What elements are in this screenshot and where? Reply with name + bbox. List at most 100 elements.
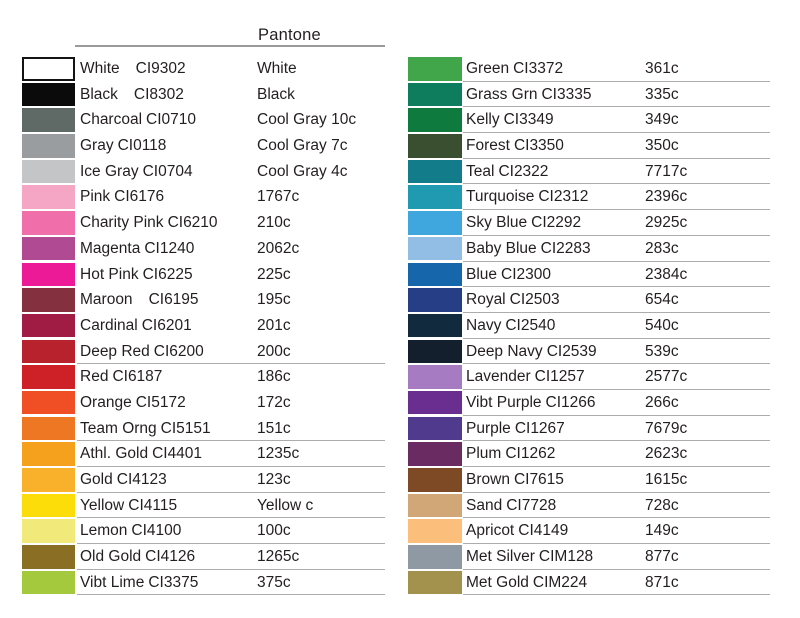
color-name: Baby Blue xyxy=(466,239,537,257)
color-label: Cardinal CI6201 xyxy=(80,314,192,338)
color-name: Purple xyxy=(466,419,511,437)
color-row: Forest CI3350 350c xyxy=(408,134,770,160)
color-name: Magenta xyxy=(80,239,141,257)
pantone-value: 728c xyxy=(645,496,679,514)
color-row: Hot Pink CI6225 225c xyxy=(22,262,385,289)
color-swatch xyxy=(22,236,75,261)
color-swatch xyxy=(408,390,462,415)
color-name: Team Orng xyxy=(80,419,157,437)
swatch-column-right: Green CI3372 361c Grass Grn CI3335 335c … xyxy=(408,57,770,596)
pantone-value: 186c xyxy=(257,368,291,386)
color-code: CI3335 xyxy=(541,85,592,103)
color-swatch xyxy=(408,288,462,312)
pantone-value: Cool Gray 10c xyxy=(257,111,357,129)
color-row: Orange CI5172 172c xyxy=(22,390,385,417)
pantone-value: 2396c xyxy=(645,188,688,206)
color-label: Brown CI7615 xyxy=(466,468,564,492)
color-name: Cardinal xyxy=(80,316,138,334)
pantone-value: 225c xyxy=(257,265,291,283)
color-name: Pink xyxy=(80,188,111,206)
pantone-value: 201c xyxy=(257,316,291,334)
color-label: Black CI8302 xyxy=(80,83,184,107)
color-label: Magenta CI1240 xyxy=(80,237,194,261)
color-swatch xyxy=(408,262,462,286)
pantone-value: 2577c xyxy=(645,368,688,386)
color-label: Turquoise CI2312 xyxy=(466,185,588,209)
color-swatch xyxy=(408,185,462,209)
color-row: Deep Red CI6200 200c xyxy=(22,339,385,366)
color-label: Red CI6187 xyxy=(80,365,162,389)
color-code: CI6195 xyxy=(148,291,199,309)
pantone-value: 7679c xyxy=(645,419,688,437)
color-label: Met Silver CIM128 xyxy=(466,545,593,569)
color-label: Forest CI3350 xyxy=(466,134,564,158)
color-swatch xyxy=(408,545,462,569)
color-row: Cardinal CI6201 201c xyxy=(22,313,385,340)
color-swatch xyxy=(22,159,75,184)
color-label: Gray CI0118 xyxy=(80,134,166,158)
color-name: Deep Navy xyxy=(466,342,543,360)
color-code: CI7728 xyxy=(506,496,557,514)
color-code: CI0118 xyxy=(117,137,167,155)
color-code: CI1266 xyxy=(545,393,596,411)
color-swatch xyxy=(22,82,75,107)
color-code: CI6200 xyxy=(153,342,204,360)
color-name: White xyxy=(80,60,120,77)
pantone-value: White xyxy=(257,60,297,77)
color-row: Sand CI7728 728c xyxy=(408,493,770,520)
color-row: Royal CI2503 654c xyxy=(408,288,770,314)
color-name: Sky Blue xyxy=(466,214,528,232)
color-swatch xyxy=(22,339,75,364)
color-row: Teal CI2322 7717c xyxy=(408,159,770,186)
color-name: Vibt Lime xyxy=(80,573,145,591)
color-row: Baby Blue CI2283 283c xyxy=(408,236,770,263)
pantone-value: 149c xyxy=(645,522,679,540)
color-label: Lemon CI4100 xyxy=(80,519,181,543)
color-label: Vibt Lime CI3375 xyxy=(80,571,198,595)
pantone-value: Black xyxy=(257,85,295,103)
color-row: Vibt Lime CI3375 375c xyxy=(22,570,385,597)
color-name: Lemon xyxy=(80,522,128,540)
color-row: Met Gold CIM224 871c xyxy=(408,570,770,597)
color-code: CI2322 xyxy=(498,162,549,180)
color-label: Sand CI7728 xyxy=(466,494,556,518)
color-name: Grass Grn xyxy=(466,85,538,103)
color-label: Yellow CI4115 xyxy=(80,494,177,518)
color-code: CI0710 xyxy=(146,111,197,129)
color-swatch xyxy=(408,82,462,107)
color-label: Deep Red CI6200 xyxy=(80,340,204,364)
color-row: Charcoal CI0710 Cool Gray 10c xyxy=(22,108,385,134)
color-name: Vibt Purple xyxy=(466,393,542,411)
color-code: CI2312 xyxy=(538,188,589,206)
color-code: CI1262 xyxy=(505,445,556,463)
color-label: Kelly CI3349 xyxy=(466,108,554,132)
color-swatch xyxy=(22,365,75,389)
color-label: Gold CI4123 xyxy=(80,468,167,492)
color-code: CI6187 xyxy=(112,368,163,386)
color-name: Old Gold xyxy=(80,548,142,566)
color-name: Forest xyxy=(466,137,510,155)
pantone-value: 877c xyxy=(645,548,679,566)
color-label: Old Gold CI4126 xyxy=(80,545,195,569)
color-swatch xyxy=(408,570,462,595)
color-label: Baby Blue CI2283 xyxy=(466,237,591,261)
pantone-value: 2384c xyxy=(645,265,688,283)
color-row: Magenta CI1240 2062c xyxy=(22,236,385,263)
color-name: Charity Pink xyxy=(80,214,164,232)
color-row: Lemon CI4100 100c xyxy=(22,519,385,545)
color-code: CI2503 xyxy=(509,291,560,309)
color-label: Lavender CI1257 xyxy=(466,365,585,389)
color-swatch xyxy=(408,493,462,518)
color-name: Apricot xyxy=(466,522,515,540)
color-label: Deep Navy CI2539 xyxy=(466,340,597,364)
pantone-value: 540c xyxy=(645,316,679,334)
pantone-value: 123c xyxy=(257,471,291,488)
color-label: Charcoal CI0710 xyxy=(80,108,196,132)
color-row: Vibt Purple CI1266 266c xyxy=(408,390,770,417)
color-code: CI3350 xyxy=(513,137,564,155)
color-row: Maroon CI6195 195c xyxy=(22,288,385,314)
color-row: Pink CI6176 1767c xyxy=(22,185,385,211)
color-label: Navy CI2540 xyxy=(466,314,555,338)
color-name: Lavender xyxy=(466,368,531,386)
pantone-value: 654c xyxy=(645,291,679,309)
